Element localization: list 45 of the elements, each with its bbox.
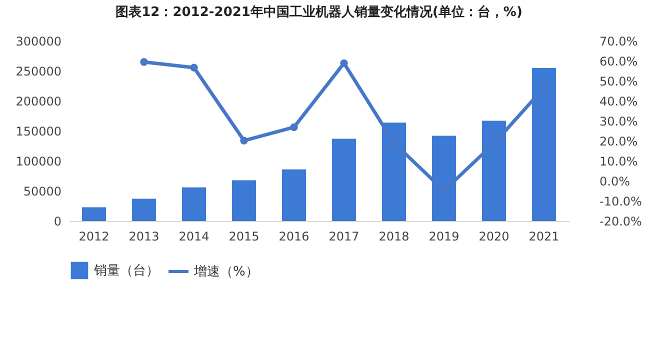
bar xyxy=(332,138,356,221)
bar xyxy=(532,68,556,221)
legend-label: 销量（台） xyxy=(93,264,159,278)
point xyxy=(340,59,348,68)
y2-tick-label: 0.0% xyxy=(600,174,630,188)
y2-tick-label: 60.0% xyxy=(600,54,638,68)
y2-tick-label: 10.0% xyxy=(600,154,638,168)
bar xyxy=(482,120,506,221)
y2-tick-label: 40.0% xyxy=(600,94,638,108)
y-tick-label: 200000 xyxy=(16,94,62,108)
y2-tick-label: 50.0% xyxy=(600,74,638,88)
chart-title: 图表12：2012-2021年中国工业机器人销量变化情况(单位：台，%) xyxy=(116,4,522,20)
y-tick-label: 300000 xyxy=(16,34,62,48)
bar xyxy=(232,180,256,221)
y-tick-label: 100000 xyxy=(16,154,62,168)
x-tick-label: 2020 xyxy=(478,230,510,244)
y2-tick-label: 30.0% xyxy=(600,114,638,128)
x-tick-label: 2013 xyxy=(128,230,160,244)
x-tick-label: 2018 xyxy=(378,230,410,244)
y2-tick-label: -10.0% xyxy=(600,194,642,208)
bar xyxy=(282,169,306,221)
y2-tick-label: -20.0% xyxy=(600,214,642,228)
bar xyxy=(82,207,106,221)
y-tick-label: 50000 xyxy=(23,184,62,198)
bar xyxy=(182,187,206,221)
x-tick-label: 2015 xyxy=(228,230,260,244)
y-tick-label: 0 xyxy=(54,214,62,228)
x-tick-label: 2014 xyxy=(178,230,210,244)
bar xyxy=(432,136,456,221)
bar xyxy=(382,122,406,221)
x-tick-label: 2012 xyxy=(78,230,110,244)
y2-tick-label: 20.0% xyxy=(600,134,638,148)
point xyxy=(140,58,148,66)
y-tick-label: 250000 xyxy=(16,64,62,78)
x-tick-label: 2016 xyxy=(278,230,310,244)
x-tick-label: 2019 xyxy=(428,230,460,244)
x-tick-label: 2017 xyxy=(328,230,360,244)
x-tick-label: 2021 xyxy=(528,230,560,244)
y2-tick-label: 70.0% xyxy=(600,34,638,48)
y-tick-label: 150000 xyxy=(16,124,62,138)
bar xyxy=(132,198,156,221)
point xyxy=(190,64,198,72)
point xyxy=(240,136,248,144)
legend-label: 增速（%） xyxy=(193,264,258,280)
point xyxy=(290,123,298,132)
